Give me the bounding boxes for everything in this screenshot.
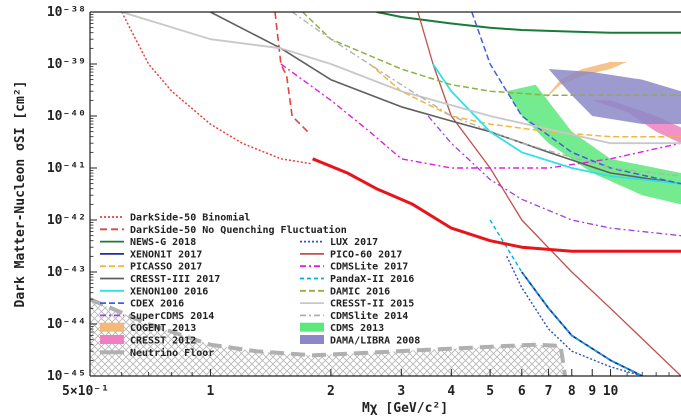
legend-label: COGENT 2013 xyxy=(130,323,196,334)
series-darkside-50-binomial xyxy=(121,12,313,165)
legend-swatch xyxy=(300,335,324,344)
legend-label: DAMA/LIBRA 2008 xyxy=(330,336,420,347)
legend-label: PandaX-II 2016 xyxy=(330,274,414,285)
legend-item: CRESST-II 2015 xyxy=(300,299,414,310)
legend-label: CRESST-II 2015 xyxy=(330,299,414,310)
legend-item: CDMSlite 2014 xyxy=(300,310,408,322)
x-tick-label: 3 xyxy=(397,384,405,399)
legend-label: CDMS 2013 xyxy=(330,323,384,334)
legend-item: XENON100 2016 xyxy=(100,286,208,297)
y-tick-label: 10⁻⁴⁵ xyxy=(47,369,86,384)
legend-label: DarkSide-50 Binomial xyxy=(130,212,250,224)
legend-label: XENON100 2016 xyxy=(130,286,208,297)
legend-item: DAMIC 2016 xyxy=(300,286,390,297)
legend-item: CDEX 2016 xyxy=(100,299,184,310)
axes: 10⁻⁴⁵ 10⁻⁴⁴ 10⁻⁴³ 10⁻⁴² 10⁻⁴¹ 10⁻⁴⁰ 10⁻³⁹ 10⁻³⁸… xyxy=(47,5,681,399)
y-axis-title: Dark Matter-Nucleon σSI [cm²] xyxy=(13,81,28,308)
legend-swatch xyxy=(100,322,124,332)
legend-label: CRESST-III 2017 xyxy=(130,274,220,285)
legend-swatch xyxy=(300,322,324,332)
legend-label: CDMSLite 2017 xyxy=(330,261,408,273)
legend-item: DarkSide-50 No Quenching Fluctuation xyxy=(100,224,347,236)
legend-item: CRESST-III 2017 xyxy=(100,274,220,285)
y-tick-label: 10⁻⁴² xyxy=(47,213,86,228)
series-pandax-ii-2016 xyxy=(489,219,643,376)
x-tick-label: 8 xyxy=(568,384,576,399)
x-tick-label: 2 xyxy=(327,384,335,399)
series-cresst-iii-2017 xyxy=(210,12,681,185)
legend-label: DAMIC 2016 xyxy=(330,286,390,297)
series-cdex-2016 xyxy=(471,12,681,185)
legend-item: Neutrino Floor xyxy=(100,347,214,359)
plot-area xyxy=(90,12,681,376)
region-dama-libra-2008 xyxy=(548,69,681,125)
x-tick-label: 5 xyxy=(486,384,494,399)
legend-label: DarkSide-50 No Quenching Fluctuation xyxy=(130,224,347,236)
series-neutrino-floor xyxy=(90,297,568,376)
legend-item: PICASSO 2017 xyxy=(100,262,202,273)
legend-label: LUX 2017 xyxy=(330,237,378,248)
series-darkside-50 xyxy=(312,157,681,253)
series-darkside-50-no-quenching-fluctuation xyxy=(274,12,309,133)
legend-item: SuperCDMS 2014 xyxy=(100,311,214,322)
legend-label: CRESST 2012 xyxy=(130,336,196,347)
legend-label: CDMSlite 2014 xyxy=(330,310,408,322)
series-supercdms-2014 xyxy=(427,115,681,237)
legend-item: PICO-60 2017 xyxy=(300,249,402,260)
y-tick-label: 10⁻³⁸ xyxy=(47,5,86,20)
legend-item: DAMA/LIBRA 2008 xyxy=(300,335,420,347)
series-xenon100-2016 xyxy=(432,63,681,185)
x-tick-label: 5×10⁻¹ xyxy=(62,384,109,399)
legend-label: PICASSO 2017 xyxy=(130,262,202,273)
legend-label: PICO-60 2017 xyxy=(330,249,402,260)
region-cresst-2012 xyxy=(592,100,681,144)
legend-item: COGENT 2013 xyxy=(100,322,196,334)
x-tick-label: 6 xyxy=(518,384,526,399)
series-cdmslite-2014 xyxy=(291,12,681,177)
legend-item: CRESST 2012 xyxy=(100,335,196,347)
legend-item: CDMS 2013 xyxy=(300,322,384,334)
legend-item: XENON1T 2017 xyxy=(100,249,202,260)
legend-item: NEWS-G 2018 xyxy=(100,237,196,248)
y-tick-label: 10⁻⁴⁴ xyxy=(47,317,86,332)
y-tick-label: 10⁻³⁹ xyxy=(47,57,86,72)
x-tick-label: 9 xyxy=(588,384,596,399)
y-tick-label: 10⁻⁴¹ xyxy=(47,161,86,176)
legend-item: LUX 2017 xyxy=(300,237,378,248)
x-tick-label: 4 xyxy=(447,384,455,399)
y-tick-label: 10⁻⁴³ xyxy=(47,265,86,280)
legend-swatch xyxy=(100,335,124,344)
legend-item: PandaX-II 2016 xyxy=(300,274,414,285)
series-cresst-ii-2015 xyxy=(121,12,681,145)
x-tick-label: 7 xyxy=(545,384,553,399)
y-tick-label: 10⁻⁴⁰ xyxy=(47,109,86,124)
series-pico-60-2017 xyxy=(417,12,681,376)
x-axis-title: Mχ [GeV/c²] xyxy=(362,401,448,416)
legend-item: DarkSide-50 Binomial xyxy=(100,212,250,224)
legend-label: SuperCDMS 2014 xyxy=(130,311,214,322)
legend-label: XENON1T 2017 xyxy=(130,249,202,260)
x-tick-label: 10 xyxy=(603,384,619,399)
series-lux-2017 xyxy=(506,255,643,376)
legend-label: NEWS-G 2018 xyxy=(130,237,196,248)
legend-label: CDEX 2016 xyxy=(130,299,184,310)
x-tick-label: 1 xyxy=(207,384,215,399)
legend-item: CDMSLite 2017 xyxy=(300,261,408,273)
neutrino-floor-band xyxy=(90,299,566,376)
series-damic-2016 xyxy=(302,12,681,97)
series-news-g-2018 xyxy=(376,12,681,34)
legend-label: Neutrino Floor xyxy=(130,347,214,359)
